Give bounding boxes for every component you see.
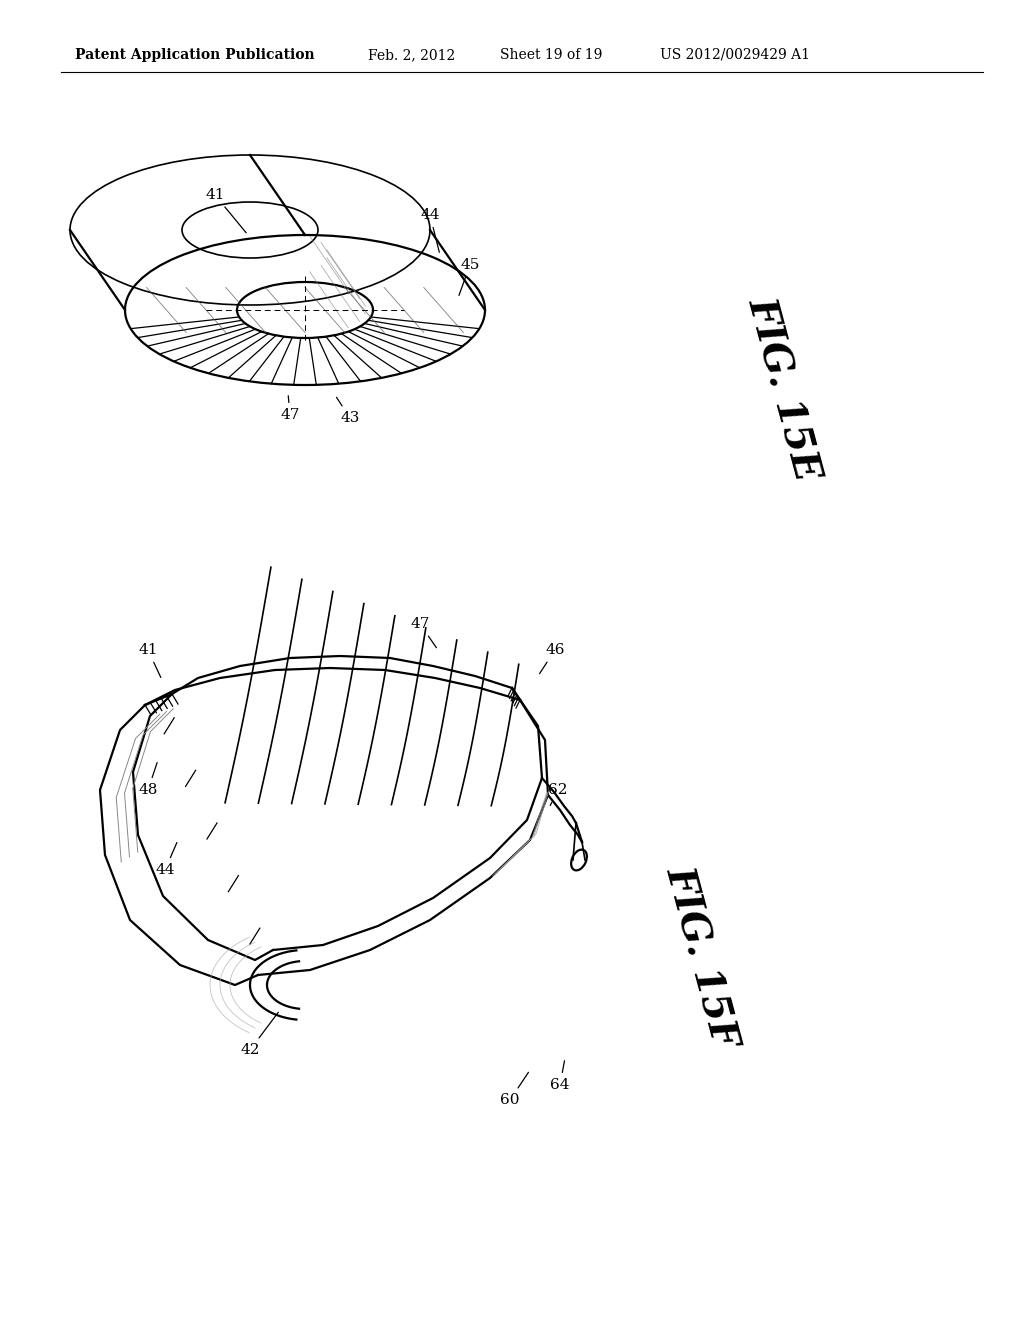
Text: FIG. 15E: FIG. 15E bbox=[740, 293, 826, 486]
Text: US 2012/0029429 A1: US 2012/0029429 A1 bbox=[660, 48, 810, 62]
Text: 48: 48 bbox=[138, 763, 158, 797]
Text: 41: 41 bbox=[205, 187, 246, 232]
Text: 44: 44 bbox=[156, 842, 177, 876]
Text: 45: 45 bbox=[459, 257, 479, 296]
Text: 41: 41 bbox=[138, 643, 161, 677]
Text: 47: 47 bbox=[281, 396, 300, 422]
Text: Sheet 19 of 19: Sheet 19 of 19 bbox=[500, 48, 602, 62]
Text: Feb. 2, 2012: Feb. 2, 2012 bbox=[368, 48, 456, 62]
Text: 64: 64 bbox=[550, 1061, 569, 1092]
Text: 43: 43 bbox=[337, 397, 359, 425]
Text: 60: 60 bbox=[501, 1072, 528, 1107]
Text: 47: 47 bbox=[411, 616, 436, 648]
Text: 44: 44 bbox=[420, 209, 439, 252]
Text: FIG. 15F: FIG. 15F bbox=[659, 862, 743, 1052]
Text: 62: 62 bbox=[548, 783, 567, 805]
Text: Patent Application Publication: Patent Application Publication bbox=[75, 48, 314, 62]
Text: 46: 46 bbox=[540, 643, 565, 673]
Text: 42: 42 bbox=[241, 1012, 279, 1057]
